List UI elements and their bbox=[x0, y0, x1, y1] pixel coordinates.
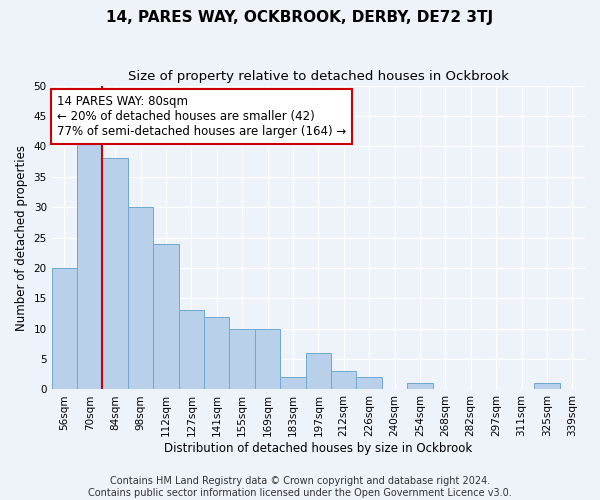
Bar bbox=[407, 384, 433, 390]
Title: Size of property relative to detached houses in Ockbrook: Size of property relative to detached ho… bbox=[128, 70, 509, 83]
Bar bbox=[128, 207, 153, 390]
Text: 14, PARES WAY, OCKBROOK, DERBY, DE72 3TJ: 14, PARES WAY, OCKBROOK, DERBY, DE72 3TJ bbox=[106, 10, 494, 25]
Bar bbox=[179, 310, 204, 390]
Bar bbox=[305, 353, 331, 390]
Bar bbox=[534, 384, 560, 390]
X-axis label: Distribution of detached houses by size in Ockbrook: Distribution of detached houses by size … bbox=[164, 442, 472, 455]
Text: Contains HM Land Registry data © Crown copyright and database right 2024.
Contai: Contains HM Land Registry data © Crown c… bbox=[88, 476, 512, 498]
Bar bbox=[77, 134, 103, 390]
Bar bbox=[255, 328, 280, 390]
Bar bbox=[229, 328, 255, 390]
Y-axis label: Number of detached properties: Number of detached properties bbox=[15, 144, 28, 330]
Bar bbox=[153, 244, 179, 390]
Text: 14 PARES WAY: 80sqm
← 20% of detached houses are smaller (42)
77% of semi-detach: 14 PARES WAY: 80sqm ← 20% of detached ho… bbox=[57, 94, 346, 138]
Bar bbox=[52, 268, 77, 390]
Bar bbox=[356, 378, 382, 390]
Bar bbox=[103, 158, 128, 390]
Bar bbox=[331, 371, 356, 390]
Bar bbox=[280, 378, 305, 390]
Bar bbox=[204, 316, 229, 390]
